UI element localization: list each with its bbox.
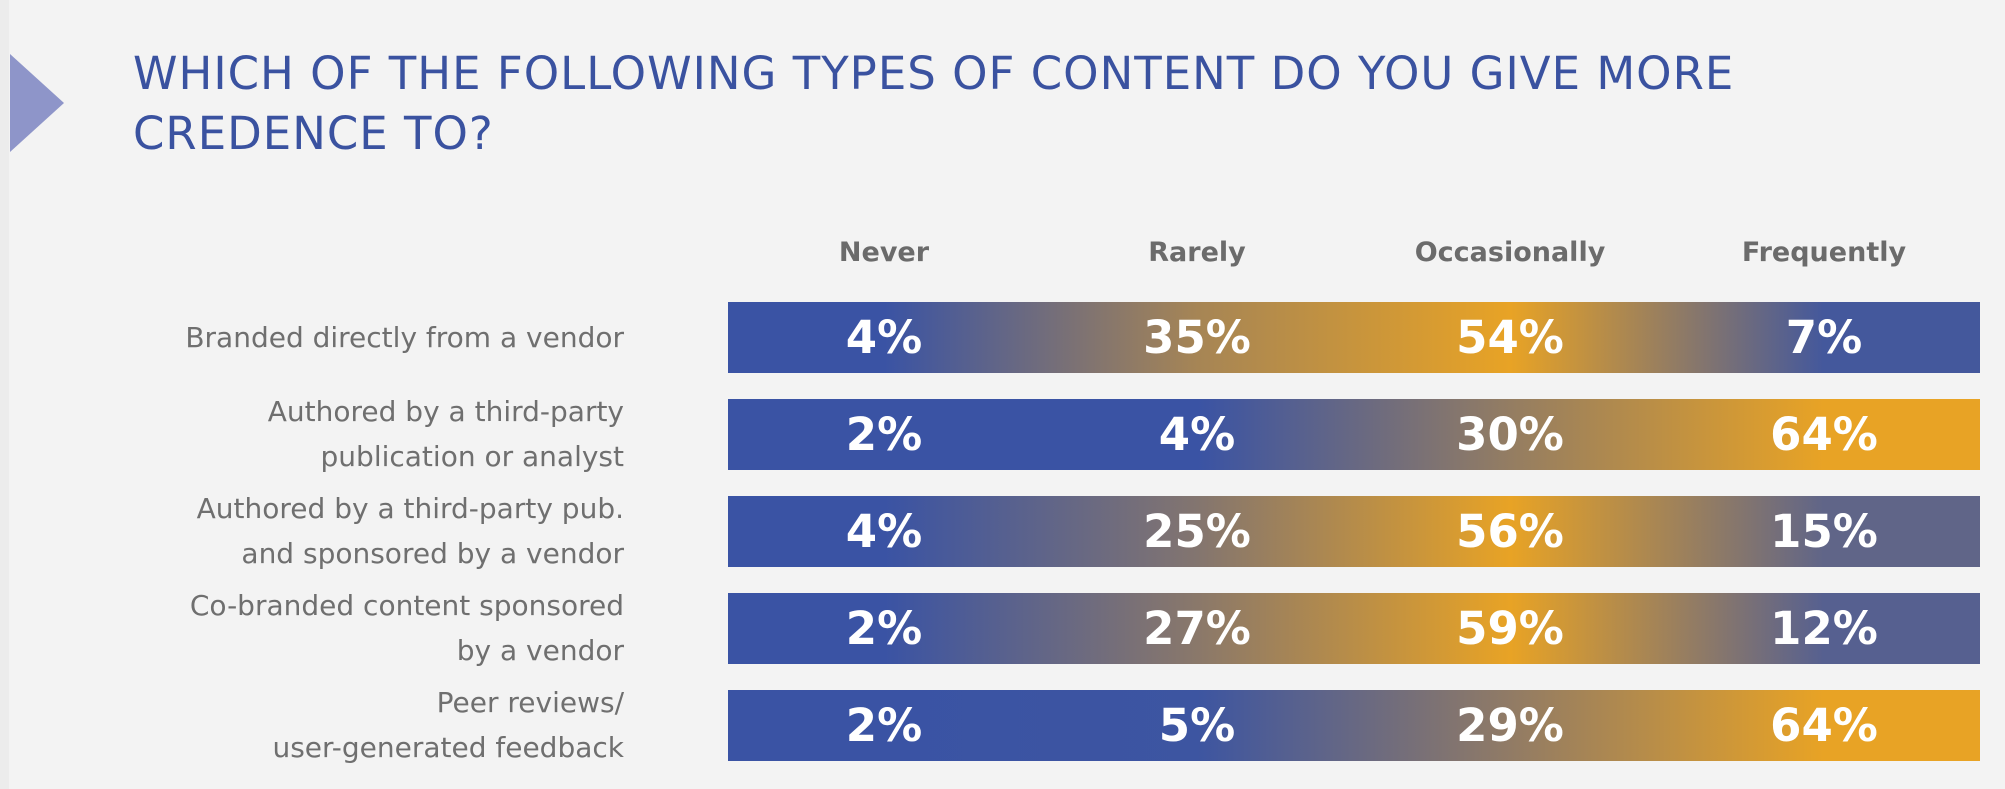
data-label-never: 2% xyxy=(845,699,923,752)
data-label-never: 4% xyxy=(845,311,923,364)
data-label-rarely: 4% xyxy=(1158,408,1236,461)
data-row-bar: 2% 27% 59% 12% xyxy=(728,593,1980,664)
data-label-rarely: 5% xyxy=(1158,699,1236,752)
row-label-line: publication or analyst xyxy=(320,440,624,473)
data-label-rarely: 35% xyxy=(1143,311,1251,364)
row-label-line: Peer reviews/ xyxy=(436,686,624,719)
arrow-marker-icon xyxy=(10,54,64,152)
left-edge-strip xyxy=(0,0,9,789)
data-label-frequently: 64% xyxy=(1770,699,1878,752)
data-row-bar: 4% 35% 54% 7% xyxy=(728,302,1980,373)
data-row-bar: 2% 4% 30% 64% xyxy=(728,399,1980,470)
column-header-frequently: Frequently xyxy=(1741,237,1907,268)
data-label-occasionally: 54% xyxy=(1456,311,1564,364)
row-label-line: and sponsored by a vendor xyxy=(241,537,624,570)
row-label: Peer reviews/user-generated feedback xyxy=(4,680,624,770)
data-label-never: 2% xyxy=(845,408,923,461)
data-label-occasionally: 56% xyxy=(1456,505,1564,558)
row-label-line: Authored by a third-party pub. xyxy=(196,492,624,525)
data-label-occasionally: 29% xyxy=(1456,699,1564,752)
data-label-frequently: 64% xyxy=(1770,408,1878,461)
data-label-never: 4% xyxy=(845,505,923,558)
row-label: Authored by a third-party pub. and sponso… xyxy=(4,486,624,576)
data-label-frequently: 15% xyxy=(1770,505,1878,558)
column-header-rarely: Rarely xyxy=(1148,237,1246,268)
data-row-bar: 4% 25% 56% 15% xyxy=(728,496,1980,567)
row-label-line: by a vendor xyxy=(456,634,624,667)
row-label-line: Co-branded content sponsored xyxy=(189,589,624,622)
row-label-line: Branded directly from a vendor xyxy=(185,320,624,354)
row-label: Authored by a third-party publication or … xyxy=(4,389,624,479)
data-label-occasionally: 30% xyxy=(1456,408,1564,461)
data-label-frequently: 7% xyxy=(1785,311,1863,364)
row-label: Branded directly from a vendor xyxy=(4,315,624,360)
chart-title: WHICH OF THE FOLLOWING TYPES OF CONTENT … xyxy=(133,47,1735,160)
data-row-bar: 2% 5% 29% 64% xyxy=(728,690,1980,761)
data-label-rarely: 25% xyxy=(1143,505,1251,558)
data-label-never: 2% xyxy=(845,602,923,655)
data-label-occasionally: 59% xyxy=(1456,602,1564,655)
column-header-never: Never xyxy=(838,237,930,268)
data-label-frequently: 12% xyxy=(1770,602,1878,655)
row-label-line: Authored by a third-party xyxy=(267,395,624,428)
row-label-line: user-generated feedback xyxy=(272,731,624,764)
row-label: Co-branded content sponsored by a vendor xyxy=(4,583,624,673)
data-label-rarely: 27% xyxy=(1143,602,1251,655)
column-header-occasionally: Occasionally xyxy=(1414,237,1606,268)
